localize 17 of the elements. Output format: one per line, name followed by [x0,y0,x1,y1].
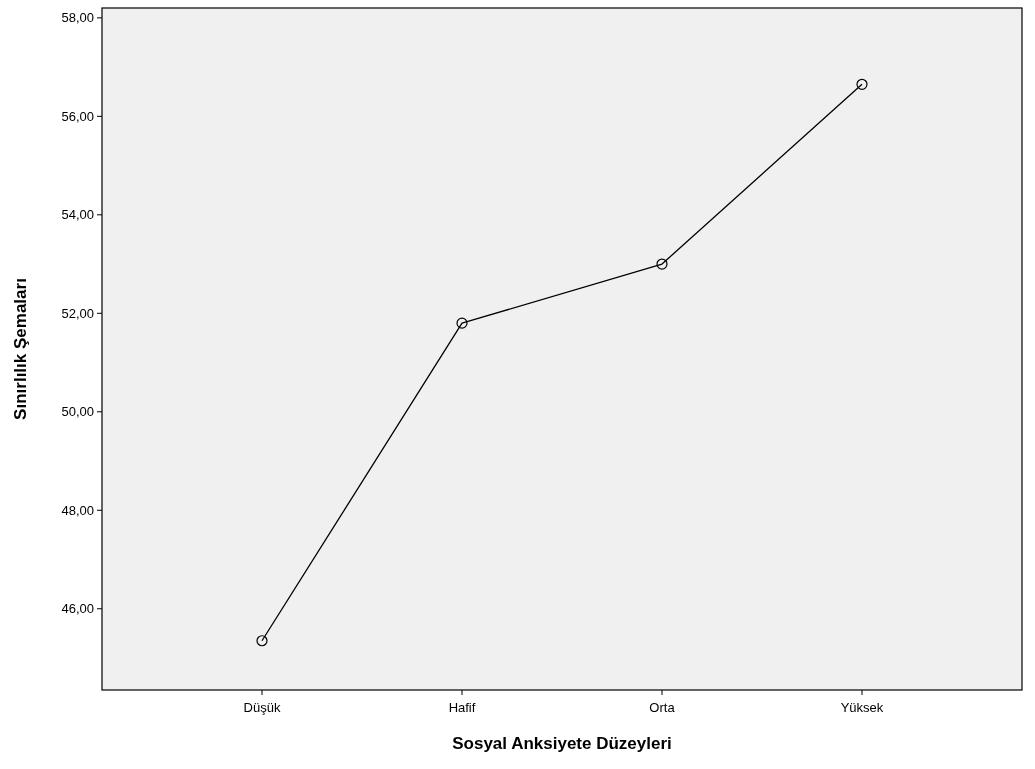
y-axis-title: Sınırlılık Şemaları [11,278,30,420]
x-tick-label: Düşük [243,700,281,715]
point [256,635,268,647]
point [856,78,868,90]
point [456,317,468,329]
y-tick-label: 48,00 [61,502,94,518]
y-tick-label: 46,00 [61,601,94,617]
x-tick-label: Hafif [448,700,476,715]
x-axis-title: Sosyal Anksiyete Düzeyleri [452,734,672,753]
x-tick-label: Yüksek [840,700,884,715]
x-tick-label: Orta [649,700,676,715]
y-tick-label: 52,00 [61,305,94,321]
y-tick-label: 56,00 [61,108,94,124]
point [656,258,668,270]
y-tick-label: 58,00 [61,10,94,26]
y-tick-label: 50,00 [61,404,94,420]
y-tick-label: 54,00 [61,207,94,223]
